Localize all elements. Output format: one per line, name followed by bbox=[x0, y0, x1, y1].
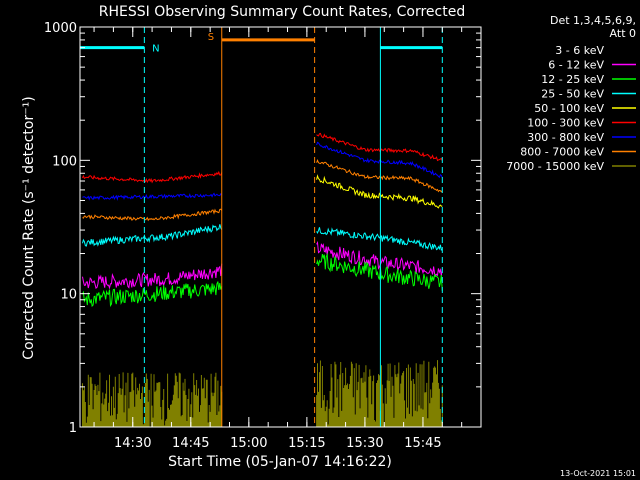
series-line-3-pre bbox=[82, 281, 223, 308]
series-line-2-pre bbox=[82, 263, 223, 290]
series-line-4-pre bbox=[82, 224, 223, 247]
series-line-6-pre bbox=[82, 170, 223, 184]
x-tick-label: 15:45 bbox=[404, 436, 441, 451]
series-line-5-post bbox=[316, 174, 443, 209]
legend-label-7: 300 - 800 keV bbox=[527, 131, 604, 144]
x-tick-label: 14:30 bbox=[114, 436, 151, 451]
plot-frame bbox=[79, 26, 482, 428]
series-line-1-pre bbox=[82, 321, 223, 359]
series-line-8-post bbox=[316, 158, 443, 193]
legend-header-line2: Att 0 bbox=[610, 27, 636, 40]
x-tick-label: 15:30 bbox=[346, 436, 383, 451]
y-tick-label: 1 bbox=[69, 421, 77, 436]
series-line-4-post bbox=[316, 227, 443, 251]
x-tick-label: 14:45 bbox=[172, 436, 209, 451]
chart-title: RHESSI Observing Summary Count Rates, Co… bbox=[99, 4, 465, 20]
series-line-9 bbox=[82, 360, 443, 427]
x-axis-label: Start Time (05-Jan-07 14:16:22) bbox=[168, 454, 392, 470]
legend-label-4: 25 - 50 keV bbox=[541, 88, 604, 101]
legend-label-8: 800 - 7000 keV bbox=[520, 146, 604, 159]
series-line-6-post bbox=[316, 132, 443, 162]
y-axis-label: Corrected Count Rate (s⁻¹ detector⁻¹) bbox=[21, 96, 37, 359]
y-tick-label: 100 bbox=[52, 154, 77, 169]
legend-header-line1: Det 1,3,4,5,6,9, bbox=[550, 14, 636, 27]
legend: Det 1,3,4,5,6,9, Att 0 3 - 6 keV 6 - 12 k… bbox=[506, 14, 636, 173]
series-line-2-post bbox=[316, 240, 443, 277]
flag-label-n: N bbox=[152, 44, 159, 55]
timestamp: 13-Oct-2021 15:01 bbox=[560, 469, 636, 478]
legend-label-3: 12 - 25 keV bbox=[541, 73, 604, 86]
series-line-7-post bbox=[316, 141, 443, 179]
series-line-1-post bbox=[316, 264, 443, 345]
x-tick-label: 15:00 bbox=[230, 436, 267, 451]
legend-label-1: 3 - 6 keV bbox=[555, 44, 604, 57]
legend-label-6: 100 - 300 keV bbox=[527, 117, 604, 130]
x-tick-label: 15:15 bbox=[288, 436, 325, 451]
legend-label-2: 6 - 12 keV bbox=[548, 59, 604, 72]
series-line-3-post bbox=[316, 252, 443, 292]
series-line-7-pre bbox=[82, 192, 222, 201]
y-tick-label: 1000 bbox=[44, 21, 77, 36]
y-tick-label: 10 bbox=[60, 288, 77, 303]
series-line-8-pre bbox=[82, 208, 223, 222]
legend-label-9: 7000 - 15000 keV bbox=[506, 160, 604, 173]
flag-label-s: S bbox=[208, 32, 214, 43]
legend-label-5: 50 - 100 keV bbox=[534, 102, 604, 115]
